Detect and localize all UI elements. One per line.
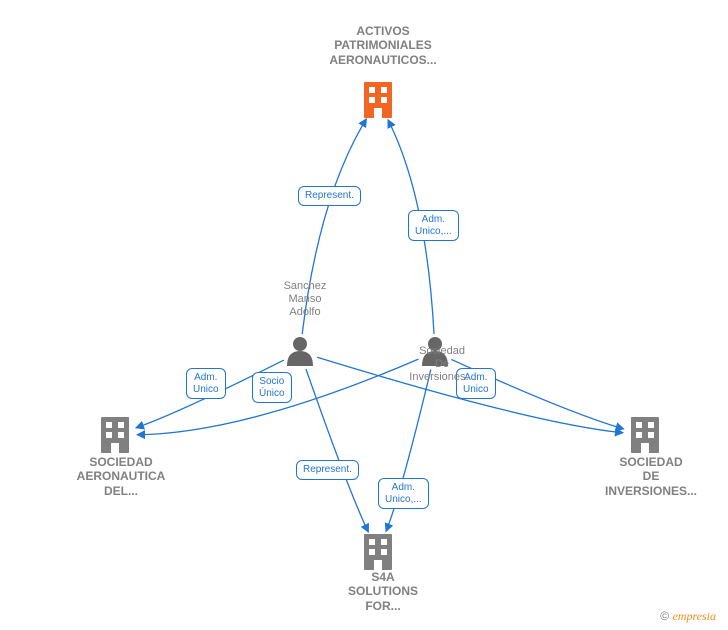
watermark: © empresia	[660, 609, 716, 624]
node-label-p1: Sanchez Manso Adolfo	[270, 280, 340, 320]
building-icon-top[interactable]	[364, 82, 392, 118]
edge-p1-bottom	[306, 369, 368, 532]
edge-label-p2-left: Socio Único	[252, 372, 292, 403]
node-label-bottom: S4A SOLUTIONS FOR...	[328, 570, 438, 613]
node-label-right: SOCIEDAD DE INVERSIONES...	[596, 455, 706, 498]
building-icon-bottom[interactable]	[364, 534, 392, 570]
node-label-p2: Sociedad De Inversiones...	[404, 345, 480, 385]
edge-label-p1-bottom: Represent.	[296, 460, 359, 480]
brand-name: empresia	[672, 609, 716, 623]
node-label-left: SOCIEDAD AERONAUTICA DEL...	[66, 455, 176, 498]
edge-label-p1-left: Adm. Unico	[186, 368, 226, 399]
copyright-symbol: ©	[660, 609, 669, 623]
edge-label-p2-top: Adm. Unico,...	[408, 210, 459, 241]
node-label-top: ACTIVOS PATRIMONIALES AERONAUTICOS...	[328, 24, 438, 67]
building-icon-left[interactable]	[101, 417, 129, 453]
edge-label-p1-top: Represent.	[298, 186, 361, 206]
diagram-canvas	[0, 0, 728, 630]
building-icon-right[interactable]	[631, 417, 659, 453]
edge-label-p2-bottom: Adm. Unico,...	[378, 478, 429, 509]
person-icon-p1[interactable]	[287, 337, 313, 366]
